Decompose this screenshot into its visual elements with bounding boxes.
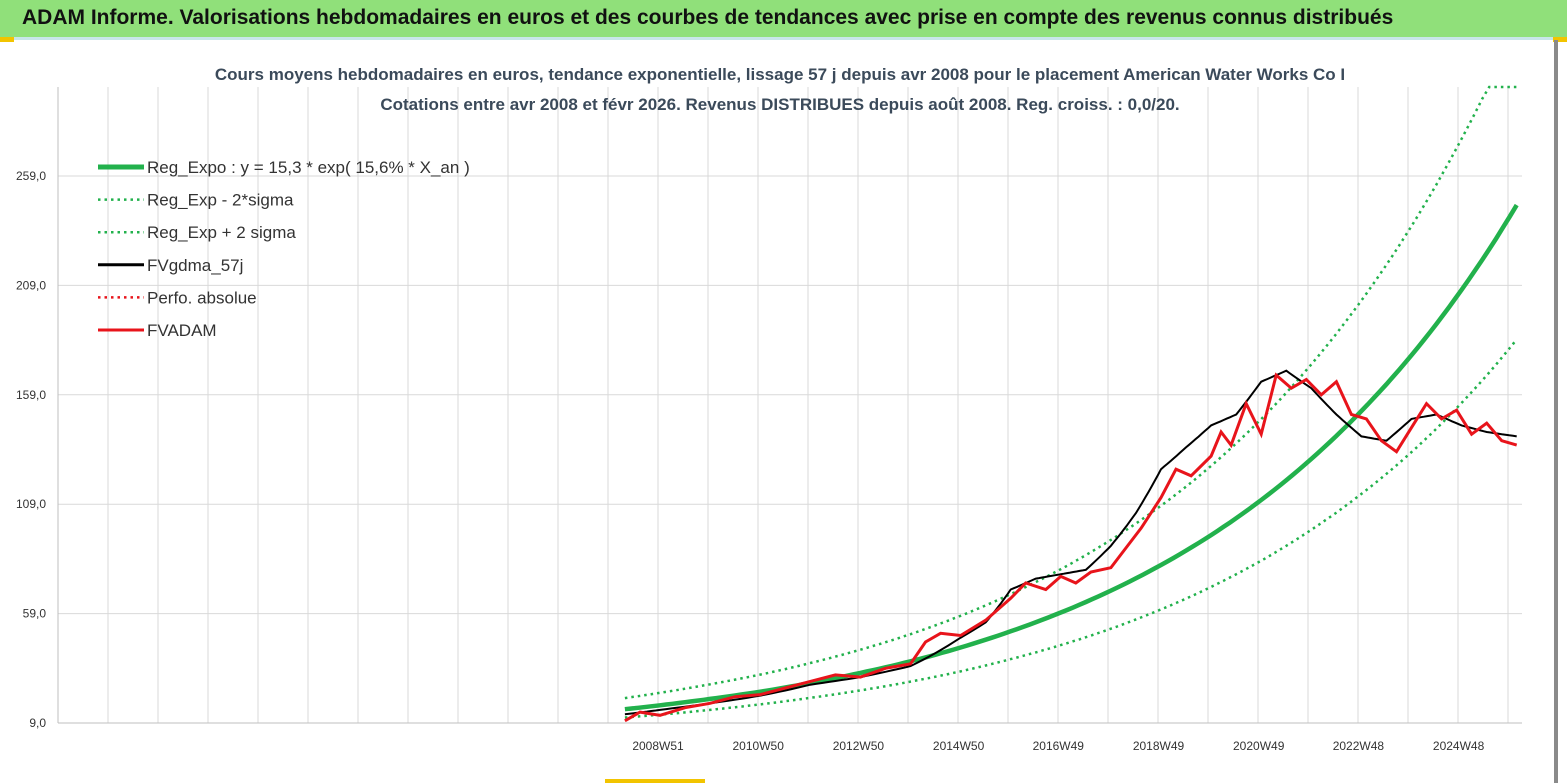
x-tick-label: 2016W49 <box>1033 739 1085 753</box>
legend: Reg_Expo : y = 15,3 * exp( 15,6% * X_an … <box>98 158 470 340</box>
x-tick-label: 2020W49 <box>1233 739 1285 753</box>
series-line-1 <box>624 338 1518 719</box>
legend-label-1: Reg_Exp - 2*sigma <box>147 191 294 210</box>
x-tick-label: 2024W48 <box>1433 739 1485 753</box>
grid-layer <box>57 87 1522 724</box>
x-tick-label: 2018W49 <box>1133 739 1185 753</box>
y-tick-label: 59,0 <box>23 607 47 621</box>
x-tick-label: 2014W50 <box>933 739 985 753</box>
header-bar: ADAM Informe. Valorisations hebdomadaire… <box>0 0 1567 40</box>
series-line-3 <box>624 369 1517 716</box>
y-axis-ticks: 9,0 59,0 109,0 159,0 209,0 259,0 <box>16 169 46 730</box>
corner-mark-bottom <box>605 779 705 783</box>
y-tick-label: 209,0 <box>16 278 46 292</box>
y-tick-label: 9,0 <box>29 716 46 730</box>
x-tick-label: 2012W50 <box>833 739 885 753</box>
legend-label-2: Reg_Exp + 2 sigma <box>147 223 296 242</box>
x-tick-label: 2010W50 <box>733 739 785 753</box>
legend-label-0: Reg_Expo : y = 15,3 * exp( 15,6% * X_an … <box>147 158 470 177</box>
corner-mark-top-left <box>0 37 14 42</box>
y-tick-label: 259,0 <box>16 169 46 183</box>
x-axis-ticks: 2008W51 2010W50 2012W50 2014W50 2016W49 2018W… <box>632 739 1484 753</box>
y-tick-label: 159,0 <box>16 388 46 402</box>
chart-subtitle: Cotations entre avr 2008 et févr 2026. R… <box>380 95 1179 114</box>
series-layer <box>624 85 1519 723</box>
x-tick-label: 2022W48 <box>1333 739 1385 753</box>
series-line-5 <box>624 372 1518 723</box>
corner-mark-right-edge <box>1554 40 1558 783</box>
chart-title: Cours moyens hebdomadaires en euros, ten… <box>215 65 1345 84</box>
legend-label-5: FVADAM <box>147 321 217 340</box>
y-tick-label: 109,0 <box>16 497 46 511</box>
legend-label-4: Perfo. absolue <box>147 288 257 307</box>
legend-label-3: FVgdma_57j <box>147 256 243 275</box>
corner-mark-top-right <box>1553 37 1567 42</box>
x-tick-label: 2008W51 <box>632 739 684 753</box>
page-title: ADAM Informe. Valorisations hebdomadaire… <box>22 6 1394 29</box>
series-line-0 <box>624 203 1519 712</box>
series-line-2 <box>624 85 1517 700</box>
